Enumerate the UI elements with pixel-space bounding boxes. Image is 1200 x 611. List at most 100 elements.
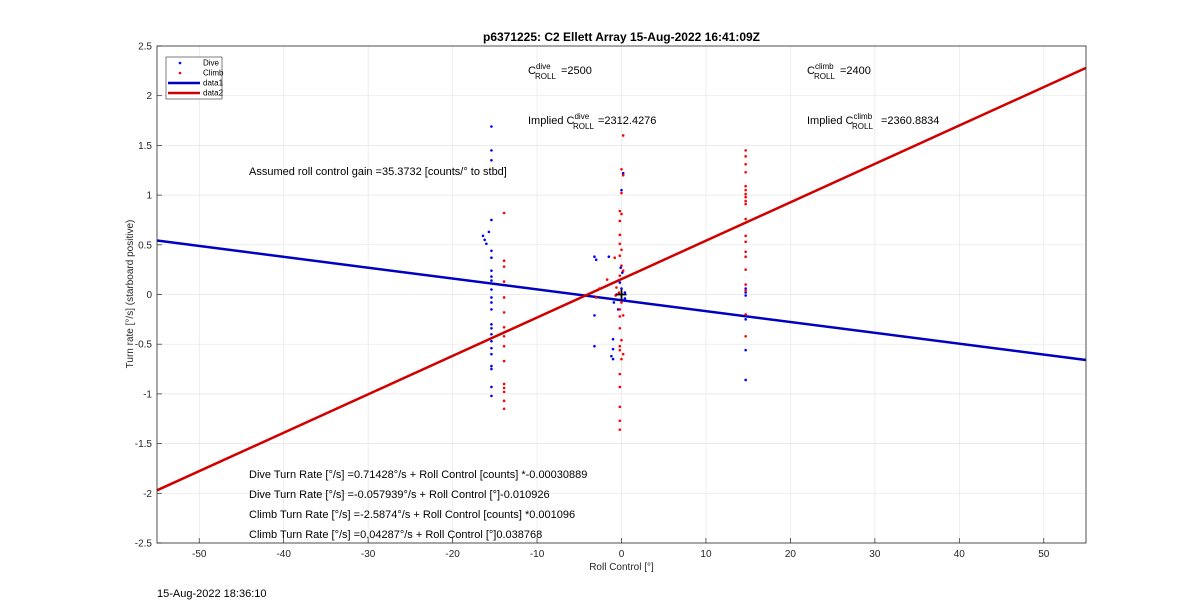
- dive-point: [490, 339, 493, 343]
- dive-point: [490, 352, 493, 356]
- y-tick-label: 0.5: [138, 240, 152, 251]
- climb-point: [618, 385, 622, 389]
- climb-point: [502, 280, 506, 283]
- y-tick-label: 2.5: [138, 42, 152, 53]
- climb-point: [502, 259, 506, 263]
- climb-point: [744, 155, 747, 158]
- climb-point: [618, 405, 622, 409]
- dive-point: [490, 159, 493, 162]
- dive-point: [623, 297, 627, 300]
- x-tick-label: -40: [276, 549, 291, 560]
- dive-point: [483, 238, 486, 242]
- climb-point: [621, 314, 625, 317]
- legend-climb-marker: [178, 71, 182, 75]
- dive-point: [485, 242, 488, 246]
- climb-point: [502, 211, 506, 215]
- dive-point: [619, 266, 622, 269]
- dive-point: [490, 249, 493, 253]
- legend-data1-label: data1: [203, 79, 224, 88]
- climb-point: [744, 240, 747, 244]
- climb-point: [618, 372, 622, 376]
- climb-point: [744, 255, 747, 259]
- dive-point: [490, 364, 493, 368]
- fit-line-data2: [156, 66, 1087, 492]
- legend-climb-label: Climb: [203, 69, 224, 78]
- climb-point: [620, 191, 623, 195]
- x-tick-label: 10: [700, 549, 712, 560]
- dive-point: [744, 287, 747, 290]
- climb-point: [502, 382, 506, 386]
- legend-dive-marker: [178, 61, 182, 65]
- dive-point: [490, 256, 493, 260]
- fit-equation-climb-counts: Climb Turn Rate [°/s] =-2.5874°/s + Roll…: [249, 509, 575, 521]
- climb-point: [618, 209, 622, 213]
- climb-point: [615, 286, 618, 289]
- dive-point: [490, 279, 493, 282]
- y-tick-label: -2.5: [135, 539, 153, 550]
- dive-point: [744, 348, 747, 352]
- dive-point: [611, 347, 615, 351]
- dive-point: [490, 367, 493, 371]
- dive-point: [607, 255, 611, 259]
- climb-point: [621, 352, 625, 356]
- c-roll-climb-annotation: Cclimb ROLL =2400: [807, 62, 871, 81]
- climb-point: [744, 289, 747, 292]
- climb-point: [744, 268, 747, 271]
- climb-point: [502, 326, 506, 329]
- climb-point: [502, 386, 506, 390]
- dive-point: [593, 314, 596, 317]
- y-tick-label: 0: [146, 290, 152, 301]
- climb-point: [502, 399, 506, 403]
- climb-point: [744, 283, 747, 286]
- climb-point: [594, 296, 598, 299]
- y-tick-label: -2: [143, 489, 152, 500]
- implied-c-roll-dive-annotation: Implied Cdive ROLL =2312.4276: [528, 112, 656, 131]
- y-tick-label: -1: [143, 389, 152, 400]
- climb-point: [605, 278, 609, 281]
- climb-point: [620, 338, 623, 342]
- y-tick-label: 1: [146, 191, 152, 202]
- climb-point: [744, 199, 747, 203]
- climb-point: [744, 202, 747, 206]
- dive-point: [611, 357, 615, 361]
- climb-point: [618, 315, 622, 318]
- dive-point: [610, 354, 613, 358]
- climb-point: [502, 344, 506, 348]
- fit-equation-dive-degrees: Dive Turn Rate [°/s] =-0.057939°/s + Rol…: [249, 489, 550, 501]
- climb-point: [502, 311, 506, 314]
- dive-point: [490, 269, 493, 272]
- dive-point: [490, 332, 493, 336]
- climb-point: [618, 344, 622, 348]
- dive-point: [490, 296, 493, 299]
- climb-point: [618, 219, 622, 223]
- ticks: -50 -40 -30 -20 -10 0 10 20 30 40 50-2.5-2-1.5-1-0…: [135, 42, 1050, 561]
- dive-point: [611, 337, 615, 341]
- legend-dive-label: Dive: [203, 59, 220, 68]
- x-tick-label: 50: [1038, 549, 1050, 560]
- dive-point: [490, 301, 493, 304]
- climb-point: [621, 269, 625, 272]
- dive-point: [490, 346, 493, 350]
- dive-point: [490, 125, 493, 128]
- dive-point: [621, 171, 625, 175]
- dive-point: [620, 188, 623, 192]
- dive-point: [623, 291, 627, 294]
- climb-point: [618, 428, 622, 431]
- climb-point: [621, 134, 625, 137]
- origin-marker: [616, 289, 627, 300]
- climb-point: [620, 357, 623, 361]
- dive-point: [490, 394, 493, 398]
- climb-point: [613, 256, 617, 260]
- climb-point: [502, 334, 506, 338]
- climb-point: [620, 301, 623, 304]
- climb-point: [502, 296, 506, 299]
- climb-point: [744, 192, 747, 196]
- climb-point: [502, 359, 506, 363]
- climb-point: [502, 265, 506, 268]
- chart-title: p6371225: C2 Ellett Array 15-Aug-2022 16…: [483, 30, 760, 44]
- x-tick-label: -30: [361, 549, 376, 560]
- dive-point: [620, 287, 623, 290]
- climb-point: [618, 254, 622, 258]
- x-tick-label: -50: [192, 549, 207, 560]
- climb-point: [744, 250, 747, 254]
